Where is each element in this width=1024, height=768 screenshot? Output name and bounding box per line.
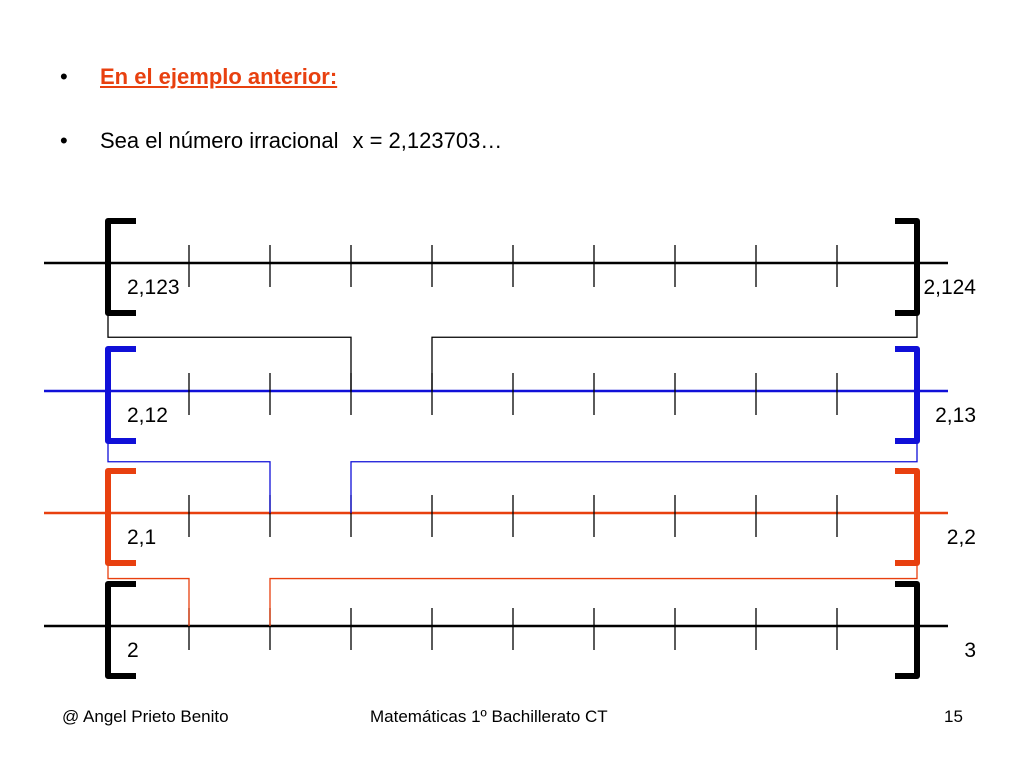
statement-value: x = 2,123703… bbox=[352, 128, 503, 153]
interval-left-label: 2,12 bbox=[127, 404, 168, 427]
footer-author: @ Angel Prieto Benito bbox=[62, 707, 229, 726]
interval-right-label: 2,124 bbox=[923, 276, 976, 299]
zoom-connector bbox=[431, 307, 918, 391]
footer-course: Matemáticas 1º Bachillerato CT bbox=[370, 707, 608, 726]
statement-prefix: Sea el número irracional bbox=[100, 128, 339, 153]
interval-left-label: 2 bbox=[127, 639, 139, 662]
statement-row: • Sea el número irracional x = 2,123703… bbox=[60, 128, 502, 154]
right-bracket bbox=[895, 346, 920, 444]
left-bracket bbox=[105, 346, 136, 444]
zoom-connector bbox=[269, 557, 918, 626]
zoom-connector bbox=[107, 557, 190, 626]
bullet-marker: • bbox=[60, 128, 68, 153]
left-bracket bbox=[105, 468, 136, 566]
left-bracket bbox=[105, 581, 136, 679]
zoom-connector bbox=[107, 435, 271, 513]
interval-right-label: 2,2 bbox=[947, 526, 976, 549]
interval-left-label: 2,1 bbox=[127, 526, 156, 549]
interval-left-label: 2,123 bbox=[127, 276, 180, 299]
zoom-connector bbox=[107, 307, 352, 391]
interval-right-label: 3 bbox=[964, 639, 976, 662]
slide-heading: En el ejemplo anterior: bbox=[100, 64, 338, 89]
zoom-connector bbox=[350, 435, 918, 513]
footer-page-number: 15 bbox=[944, 707, 963, 726]
right-bracket bbox=[895, 468, 920, 566]
bullet-marker: • bbox=[60, 64, 68, 89]
left-bracket bbox=[105, 218, 136, 316]
heading-row: • En el ejemplo anterior: bbox=[60, 64, 337, 90]
interval-right-label: 2,13 bbox=[935, 404, 976, 427]
right-bracket bbox=[895, 218, 920, 316]
right-bracket bbox=[895, 581, 920, 679]
